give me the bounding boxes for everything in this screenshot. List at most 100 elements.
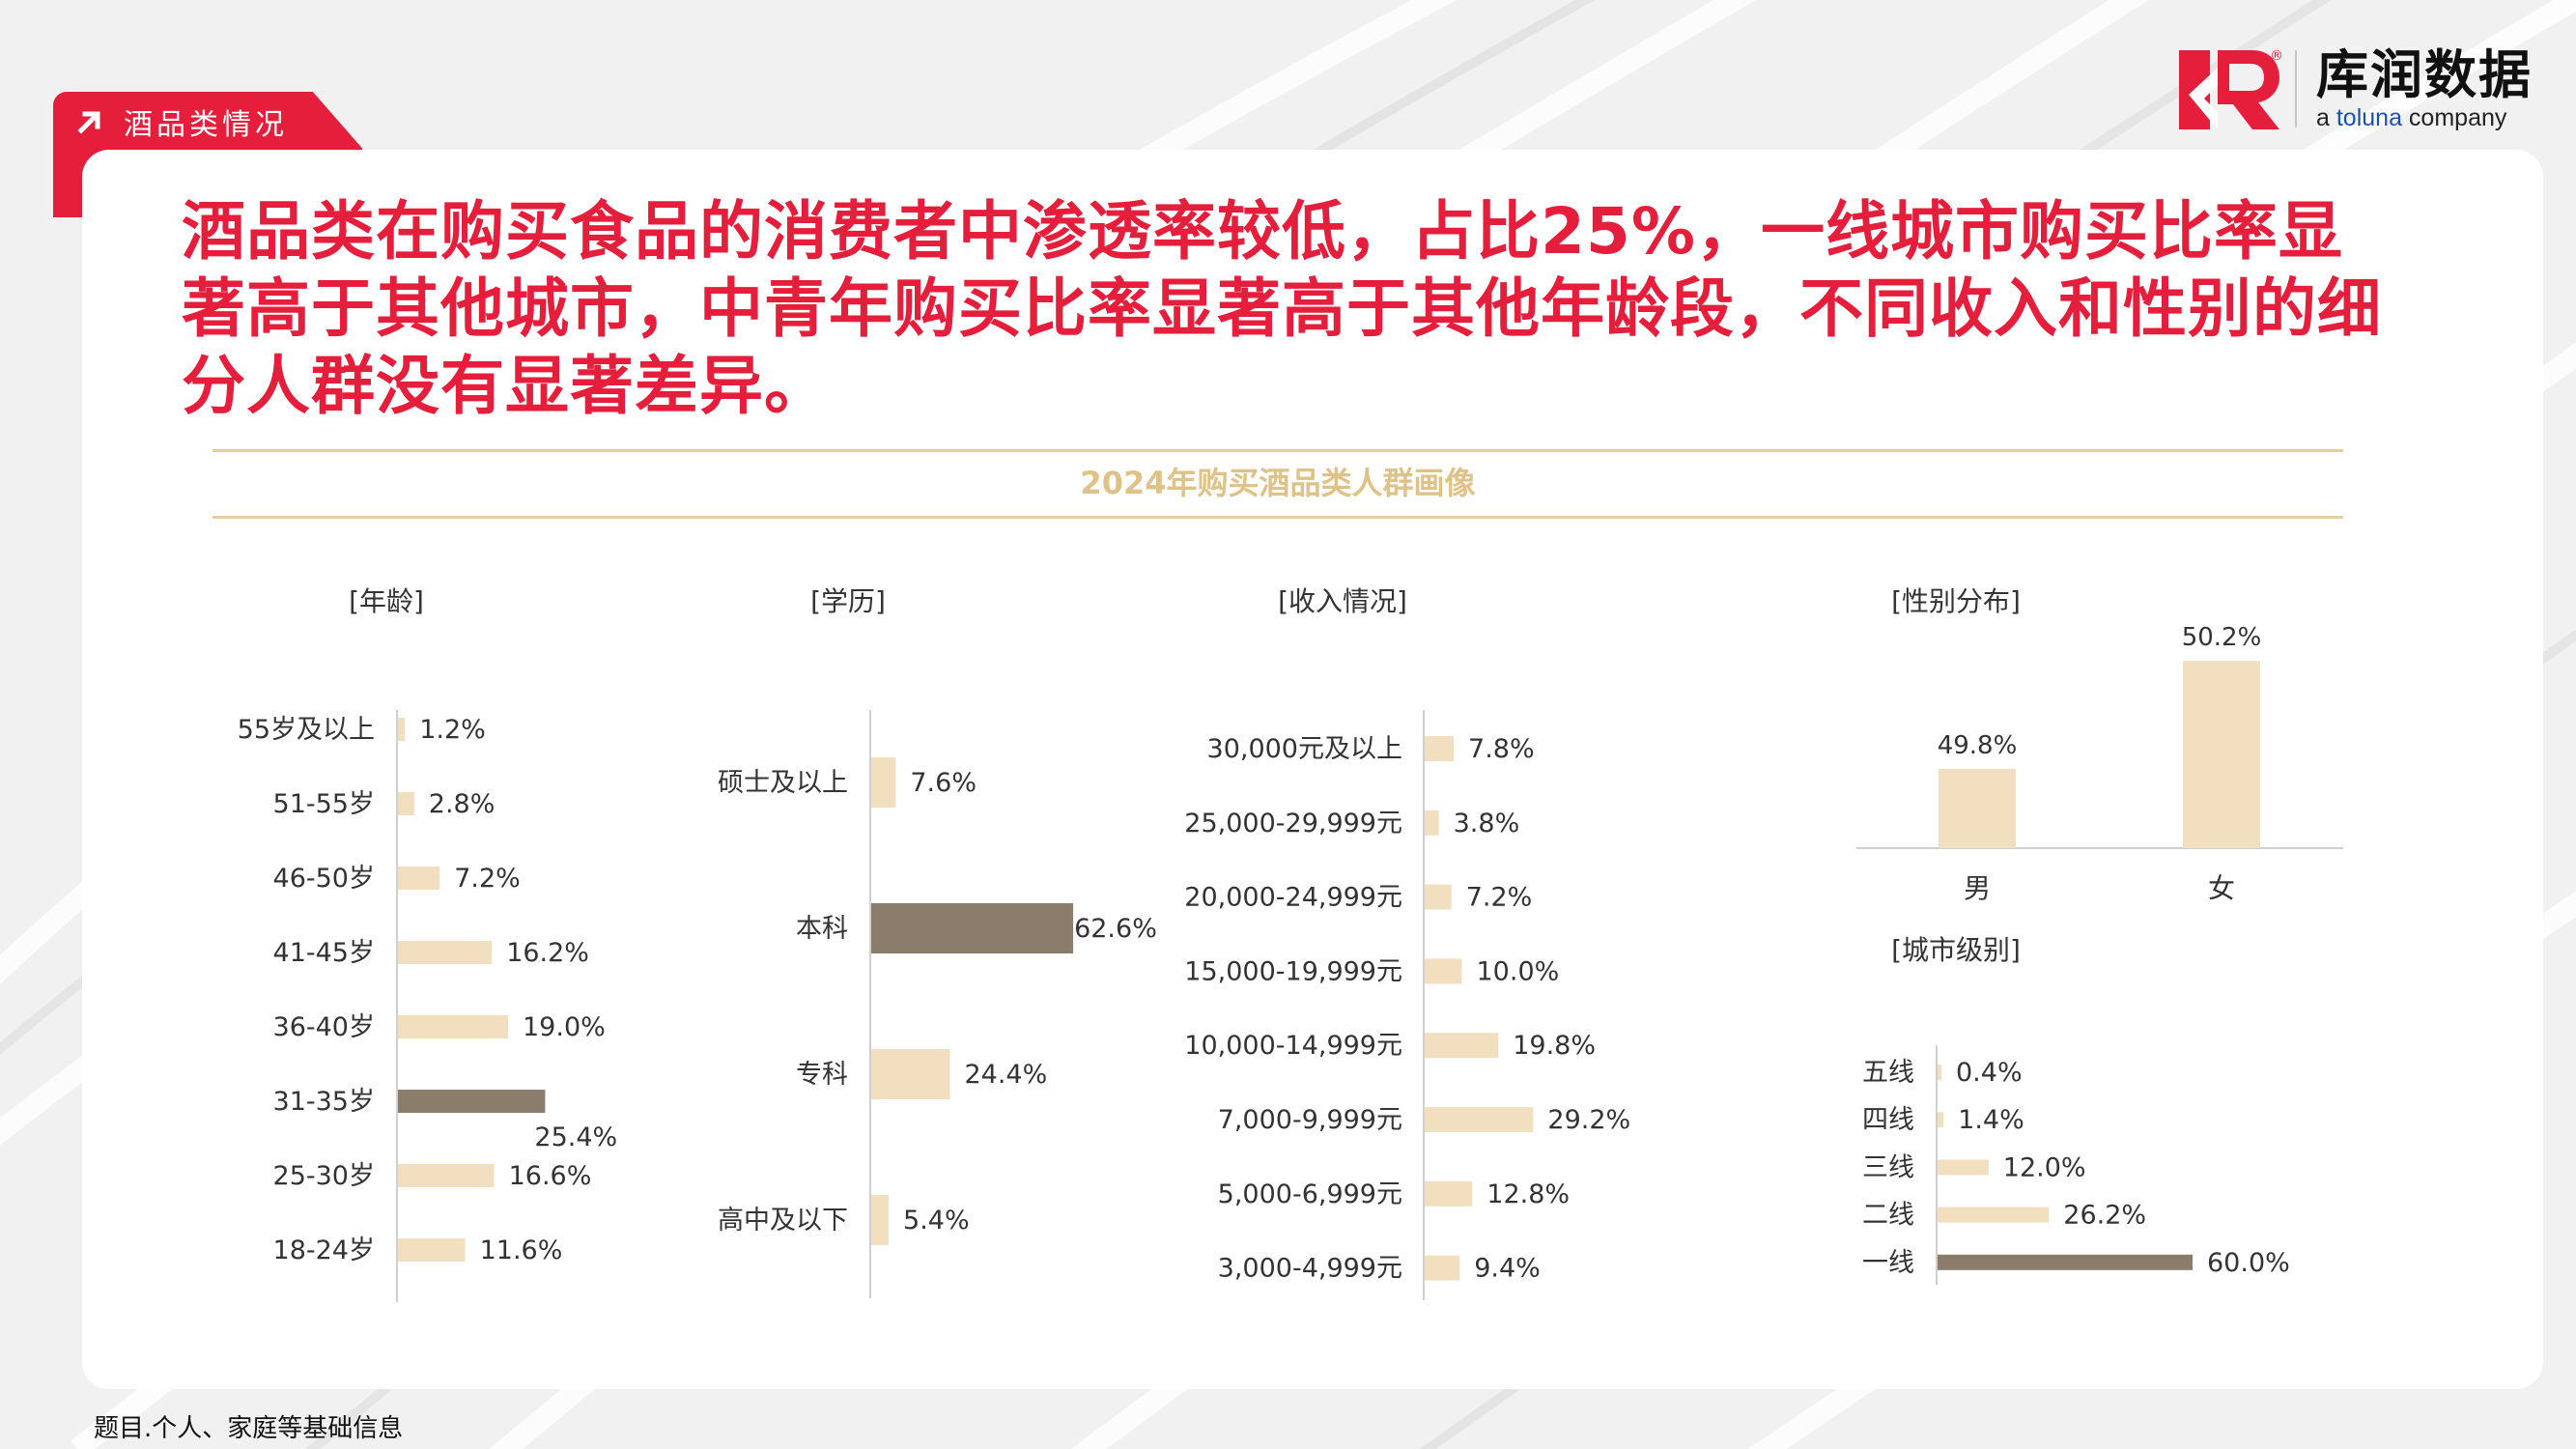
chart-title-4: [城市级别] xyxy=(1891,934,2021,966)
data-label-2-7: 9.4% xyxy=(1474,1254,1541,1284)
portrait-charts: [年龄] 55岁及以上 1.2% 51-55岁 2.8% 46-50岁 7.2% 41-45岁… xyxy=(238,585,2343,1302)
band-top-line xyxy=(212,449,2343,452)
data-label-1-0: 7.6% xyxy=(910,768,977,798)
data-label-1-3: 5.4% xyxy=(903,1206,970,1236)
data-label-4-0: 0.4% xyxy=(1956,1058,2023,1088)
data-label-4-1: 1.4% xyxy=(1958,1105,2024,1135)
chart-title-1: [学历] xyxy=(810,585,886,617)
category-label-0-3: 41-45岁 xyxy=(273,938,375,968)
bar-2-7 xyxy=(1425,1255,1460,1281)
logo-en-prefix: a xyxy=(2316,104,2336,131)
data-label-0-7: 11.6% xyxy=(480,1236,563,1265)
bar-gender-1 xyxy=(2183,661,2260,848)
bar-4-3 xyxy=(1938,1207,2050,1223)
data-label-gender-1: 50.2% xyxy=(2182,623,2262,652)
brand-logo: 库润数据 a toluna company xyxy=(2175,46,2533,133)
bar-4-2 xyxy=(1938,1159,1989,1176)
category-label-gender-0: 男 xyxy=(1964,872,1991,904)
category-label-1-3: 高中及以下 xyxy=(718,1206,848,1236)
bar-2-5 xyxy=(1425,1107,1534,1132)
kr-logo-icon xyxy=(2179,50,2279,129)
bar-4-0 xyxy=(1938,1065,1941,1080)
section-tab-content: 酒品类情况 xyxy=(75,100,288,143)
logo-separator xyxy=(2295,50,2297,128)
bar-0-5 xyxy=(398,1090,546,1113)
logo-name-cn: 库润数据 xyxy=(2316,44,2533,105)
bar-0-3 xyxy=(398,941,493,964)
bar-2-1 xyxy=(1425,810,1439,836)
data-label-0-1: 2.8% xyxy=(429,789,495,819)
band-bottom-line xyxy=(212,516,2343,519)
category-label-4-1: 四线 xyxy=(1862,1105,1914,1135)
chart-title-0: [年龄] xyxy=(349,585,424,617)
bar-gender-0 xyxy=(1939,768,2016,848)
category-label-4-2: 三线 xyxy=(1862,1152,1914,1182)
category-label-1-1: 本科 xyxy=(796,914,848,944)
bar-4-1 xyxy=(1938,1112,1944,1128)
arrow-up-right-icon xyxy=(77,111,100,134)
category-label-2-0: 30,000元及以上 xyxy=(1207,734,1402,764)
bar-1-1 xyxy=(871,903,1074,953)
category-label-0-2: 46-50岁 xyxy=(273,864,375,894)
category-label-4-0: 五线 xyxy=(1862,1058,1914,1088)
data-label-0-0: 1.2% xyxy=(419,715,486,745)
category-label-1-0: 硕士及以上 xyxy=(718,768,848,798)
data-label-2-3: 10.0% xyxy=(1477,956,1560,986)
category-label-0-0: 55岁及以上 xyxy=(238,715,375,745)
bar-4-4 xyxy=(1938,1254,2193,1270)
bar-0-2 xyxy=(398,867,440,890)
data-label-2-2: 7.2% xyxy=(1466,883,1533,913)
category-label-0-7: 18-24岁 xyxy=(273,1236,375,1265)
bar-2-6 xyxy=(1425,1180,1473,1207)
bar-0-7 xyxy=(398,1238,466,1262)
bar-0-6 xyxy=(398,1164,495,1187)
data-label-1-1: 62.6% xyxy=(1074,914,1157,944)
category-label-2-1: 25,000-29,999元 xyxy=(1184,809,1402,838)
data-label-0-6: 16.6% xyxy=(509,1161,592,1191)
data-label-4-2: 12.0% xyxy=(2003,1152,2086,1182)
data-label-2-1: 3.8% xyxy=(1454,809,1520,838)
data-label-4-4: 60.0% xyxy=(2207,1248,2290,1278)
category-label-gender-1: 女 xyxy=(2208,872,2235,904)
category-label-1-2: 专科 xyxy=(796,1060,848,1090)
category-label-2-2: 20,000-24,999元 xyxy=(1184,883,1402,913)
registered-mark-icon: ® xyxy=(2270,48,2283,64)
category-label-4-3: 二线 xyxy=(1862,1201,1914,1231)
category-label-0-4: 36-40岁 xyxy=(273,1012,375,1042)
category-label-0-6: 25-30岁 xyxy=(273,1161,375,1191)
data-label-2-5: 29.2% xyxy=(1547,1105,1630,1135)
data-label-0-5: 25.4% xyxy=(534,1122,617,1152)
category-label-4-4: 一线 xyxy=(1862,1248,1914,1278)
data-label-gender-0: 49.8% xyxy=(1938,731,2018,760)
logo-en-brand: toluna xyxy=(2335,104,2402,131)
data-label-1-2: 24.4% xyxy=(964,1060,1047,1090)
bar-1-2 xyxy=(871,1049,950,1099)
bar-2-0 xyxy=(1425,736,1455,761)
bar-2-4 xyxy=(1425,1033,1499,1059)
category-label-2-6: 5,000-6,999元 xyxy=(1218,1179,1402,1209)
category-label-2-5: 7,000-9,999元 xyxy=(1218,1105,1402,1135)
category-label-0-1: 51-55岁 xyxy=(273,789,375,819)
chart-title-2: [收入情况] xyxy=(1278,585,1407,617)
category-label-0-5: 31-35岁 xyxy=(273,1087,375,1117)
bar-1-0 xyxy=(871,757,896,808)
data-label-2-4: 19.8% xyxy=(1513,1031,1596,1061)
bar-0-0 xyxy=(398,718,406,741)
category-label-2-3: 15,000-19,999元 xyxy=(1184,956,1402,986)
bar-2-2 xyxy=(1425,884,1452,910)
section-tab-label: 酒品类情况 xyxy=(124,108,288,142)
bar-2-3 xyxy=(1425,958,1462,984)
data-label-2-6: 12.8% xyxy=(1486,1179,1570,1209)
data-label-4-3: 26.2% xyxy=(2063,1201,2146,1231)
category-label-2-7: 3,000-4,999元 xyxy=(1218,1254,1402,1284)
footnote: 题目.个人、家庭等基础信息 xyxy=(94,1414,404,1443)
bar-0-1 xyxy=(398,792,414,815)
category-label-2-4: 10,000-14,999元 xyxy=(1184,1031,1402,1061)
chart-title-3: [性别分布] xyxy=(1891,585,2021,617)
data-label-0-3: 16.2% xyxy=(506,938,589,968)
headline: 酒品类在购买食品的消费者中渗透率较低，占比25%，一线城市购买比率显著高于其他城… xyxy=(182,194,2382,423)
logo-en-suffix: company xyxy=(2401,104,2507,131)
data-label-0-4: 19.0% xyxy=(523,1012,606,1042)
logo-text: 库润数据 a toluna company xyxy=(2316,44,2533,132)
bar-0-4 xyxy=(398,1015,508,1038)
